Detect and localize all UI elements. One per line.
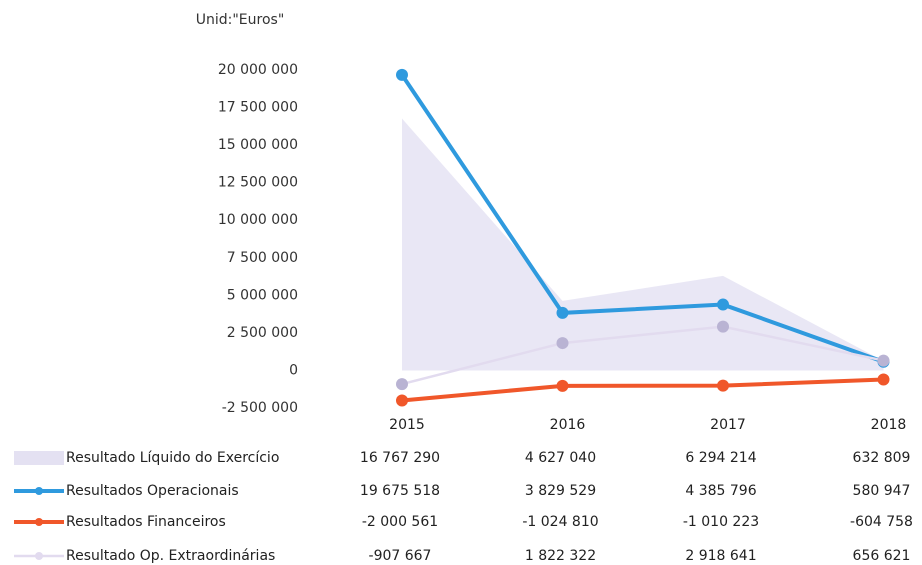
x-tick-label: 2015: [389, 417, 425, 433]
table-value: 1 822 322: [525, 548, 596, 564]
point: [396, 378, 408, 391]
x-tick-label: 2016: [550, 417, 586, 433]
point: [556, 306, 569, 319]
line: [401, 377, 884, 403]
legend-marker: [35, 552, 43, 560]
table-value: 19 675 518: [360, 483, 440, 499]
y-tick-label: 2 500 000: [227, 325, 298, 341]
legend-swatch: [14, 451, 64, 465]
y-tick-label: -2 500 000: [222, 400, 298, 416]
y-tick-label: 0: [289, 362, 298, 378]
line: [401, 325, 884, 386]
point: [396, 394, 408, 407]
point: [556, 379, 569, 392]
table-value: -907 667: [369, 548, 432, 564]
area: [402, 118, 884, 371]
table-value: -604 758: [850, 514, 913, 530]
legend-marker: [35, 518, 43, 526]
line: [400, 73, 885, 364]
table-value: -2 000 561: [362, 514, 438, 530]
legend-label: Resultado Op. Extraordinárias: [66, 548, 275, 564]
table-value: 3 829 529: [525, 483, 596, 499]
legend-marker: [35, 487, 43, 495]
y-tick-label: 10 000 000: [218, 212, 298, 228]
y-tick-label: 17 500 000: [218, 100, 298, 116]
y-tick-label: 12 500 000: [218, 175, 298, 191]
table-value: 4 385 796: [685, 483, 756, 499]
table-value: 2 918 641: [685, 548, 756, 564]
point: [396, 68, 408, 81]
table-value: -1 024 810: [522, 514, 598, 530]
point: [717, 320, 729, 333]
point: [717, 298, 729, 311]
table-value: 632 809: [853, 450, 911, 466]
legend-label: Resultados Financeiros: [66, 514, 226, 530]
legend-label: Resultado Líquido do Exercício: [66, 450, 279, 466]
point: [877, 373, 890, 386]
point: [717, 379, 729, 392]
x-tick-label: 2017: [710, 417, 746, 433]
y-tick-label: 5 000 000: [227, 287, 298, 303]
table-value: 16 767 290: [360, 450, 440, 466]
table-value: 656 621: [853, 548, 911, 564]
table-value: -1 010 223: [683, 514, 759, 530]
axis-label: Unid:"Euros": [196, 12, 285, 28]
table-value: 580 947: [853, 483, 911, 499]
y-tick-label: 15 000 000: [218, 137, 298, 153]
y-tick-label: 7 500 000: [227, 250, 298, 266]
x-tick-label: 2018: [871, 417, 907, 433]
y-tick-label: 20 000 000: [218, 62, 298, 78]
table-value: 6 294 214: [685, 450, 756, 466]
legend-label: Resultados Operacionais: [66, 483, 239, 499]
point: [556, 337, 569, 350]
point: [877, 354, 890, 367]
table-value: 4 627 040: [525, 450, 596, 466]
